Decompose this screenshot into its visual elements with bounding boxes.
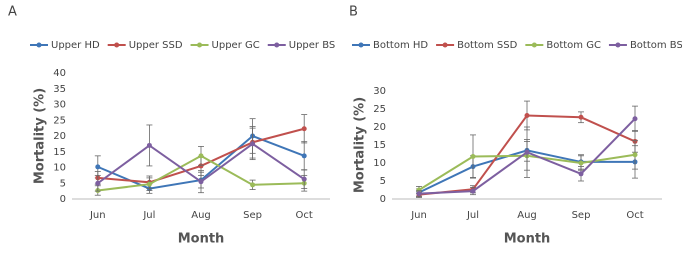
x-tick-label: Oct: [296, 210, 313, 221]
data-point: [578, 171, 584, 177]
data-point: [250, 141, 256, 147]
data-point: [524, 112, 530, 118]
data-point: [301, 176, 307, 182]
y-tick-label: 5: [380, 176, 386, 187]
y-tick-label: 0: [60, 194, 66, 205]
y-tick-label: 25: [373, 104, 386, 115]
y-tick-label: 15: [53, 147, 66, 158]
y-tick-label: 40: [53, 68, 66, 79]
data-point: [524, 149, 530, 155]
y-tick-label: 15: [373, 140, 386, 151]
legend-label: Bottom SSD: [457, 40, 518, 51]
y-axis-title: Mortality (%): [33, 88, 48, 184]
panel-label: A: [8, 5, 17, 20]
data-point: [632, 116, 638, 122]
legend-label: Bottom BS: [630, 40, 682, 51]
data-point: [416, 187, 422, 193]
data-point: [146, 181, 152, 187]
legend-marker: [615, 42, 621, 48]
legend-marker: [442, 42, 448, 48]
data-point: [198, 179, 204, 185]
data-point: [416, 191, 422, 197]
y-tick-label: 0: [380, 194, 386, 205]
x-tick-label: Sep: [243, 210, 262, 221]
data-point: [301, 153, 307, 159]
x-tick-label: Jul: [142, 210, 155, 221]
legend-marker: [197, 42, 203, 48]
y-tick-label: 30: [373, 86, 386, 97]
legend-marker: [358, 42, 364, 48]
x-tick-label: Jun: [410, 210, 427, 221]
x-tick-label: Aug: [517, 210, 537, 221]
y-tick-label: 25: [53, 115, 66, 126]
x-tick-label: Sep: [572, 210, 591, 221]
y-tick-label: 30: [53, 100, 66, 111]
x-tick-label: Oct: [626, 210, 643, 221]
data-point: [578, 160, 584, 166]
data-point: [250, 182, 256, 188]
y-tick-label: 10: [373, 158, 386, 169]
y-tick-label: 20: [53, 131, 66, 142]
data-point: [198, 163, 204, 169]
y-tick-label: 5: [60, 178, 66, 189]
data-point: [632, 152, 638, 158]
data-point: [470, 154, 476, 160]
data-point: [301, 126, 307, 132]
data-point: [578, 114, 584, 120]
x-tick-label: Jul: [466, 210, 479, 221]
legend-marker: [274, 42, 280, 48]
data-point: [95, 180, 101, 186]
legend-label: Upper SSD: [129, 40, 183, 51]
legend-label: Upper BS: [289, 40, 336, 51]
x-tick-label: Jun: [89, 210, 106, 221]
x-tick-label: Aug: [191, 210, 211, 221]
panel-label: B: [349, 5, 358, 20]
data-point: [198, 153, 204, 159]
legend-marker: [531, 42, 537, 48]
x-axis-title: Month: [178, 232, 225, 247]
data-point: [95, 164, 101, 170]
data-point: [470, 188, 476, 194]
x-axis-title: Month: [504, 232, 551, 247]
legend-label: Upper HD: [51, 40, 100, 51]
legend-label: Bottom GC: [546, 40, 601, 51]
legend-label: Bottom HD: [373, 40, 428, 51]
y-tick-label: 35: [53, 84, 66, 95]
y-axis-title: Mortality (%): [353, 97, 368, 193]
y-tick-label: 10: [53, 163, 66, 174]
legend-marker: [36, 42, 42, 48]
data-point: [146, 142, 152, 148]
legend-label: Upper GC: [212, 40, 260, 51]
y-tick-label: 20: [373, 122, 386, 133]
legend-marker: [114, 42, 120, 48]
